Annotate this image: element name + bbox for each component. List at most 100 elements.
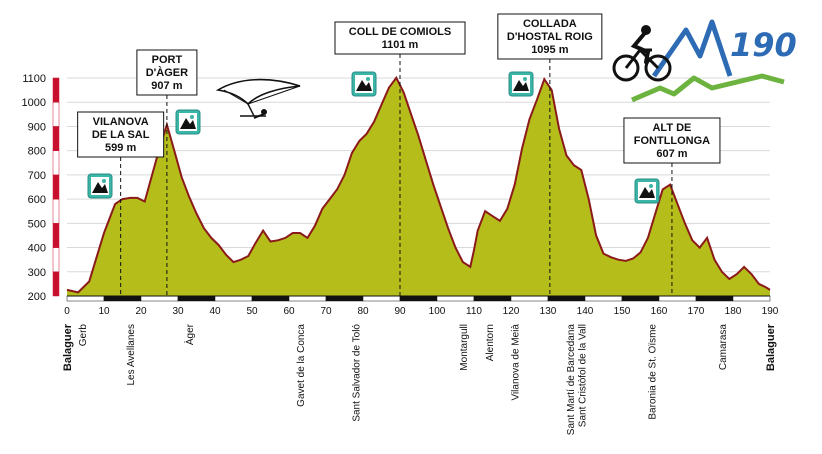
logo-text: 190: [730, 26, 797, 64]
peak-name: PORT: [152, 54, 183, 66]
mountain-badge-icon: [508, 71, 534, 97]
peak-label-box: [77, 111, 165, 158]
peak-elevation: 607 m: [656, 148, 687, 160]
peak-name: COLL DE COMIOLS: [349, 26, 451, 38]
distance-bar-segment: [399, 295, 438, 302]
profile-line: [66, 75, 771, 294]
town-label: Àger: [183, 323, 196, 345]
elevation-bar-segment: [52, 247, 60, 273]
town-label: Camarasa: [718, 324, 729, 371]
distance-bar-segment: [436, 295, 475, 302]
town-label: Gerb: [78, 324, 89, 347]
peak-elevation: 1101 m: [382, 39, 419, 51]
distance-bar-segment: [362, 295, 401, 302]
x-tick-label: 80: [357, 306, 369, 317]
mountain-badge-icon: [634, 178, 660, 204]
x-tick-label: 110: [466, 306, 482, 317]
town-label: Les Avellanes: [126, 324, 137, 386]
peak-name: D'HOSTAL ROIG: [507, 31, 593, 43]
x-tick-label: 50: [246, 306, 258, 317]
distance-bar-segment: [732, 295, 771, 302]
y-tick-label: 700: [28, 170, 46, 182]
y-tick-label: 1000: [22, 97, 46, 109]
peak-name: FONTLLONGA: [634, 135, 710, 147]
distance-bar-segment: [177, 295, 216, 302]
y-tick-label: 600: [28, 194, 46, 206]
peak-name: COLLADA: [523, 18, 577, 30]
town-label: Vilanova de Meià: [511, 324, 522, 401]
y-tick-label: 300: [28, 267, 46, 279]
logo-mountain-green: [631, 73, 785, 103]
distance-bar-segment: [288, 295, 327, 302]
y-tick-label: 800: [28, 146, 46, 158]
x-tick-label: 160: [651, 306, 668, 317]
elevation-bar-segment: [52, 174, 60, 200]
distance-bar-segment: [473, 295, 512, 302]
logo-mountain-blue: [651, 19, 733, 78]
elevation-bar-segment: [52, 198, 60, 224]
distance-bar-segment: [325, 295, 364, 302]
profile-area-layer: [66, 75, 771, 296]
peak-elevation: 907 m: [151, 80, 182, 92]
peak-label-box: [334, 21, 466, 55]
y-tick-label: 500: [28, 218, 46, 230]
x-tick-label: 150: [614, 306, 631, 317]
distance-bar-segment: [510, 295, 549, 302]
x-tick-label: 30: [172, 306, 184, 317]
x-tick-label: 20: [135, 306, 147, 317]
x-tick-label: 10: [98, 306, 110, 317]
peak-label-box: [497, 13, 603, 60]
mountain-badge-icon: [87, 173, 113, 199]
mountain-badge-icon: [351, 71, 377, 97]
elevation-bar-segment: [52, 101, 60, 127]
town-labels-layer: Balaguer Gerb Les Avellanes Àger Gavet de la…: [62, 323, 777, 435]
x-tick-label: 120: [503, 306, 520, 317]
peak-label-box: [136, 49, 198, 96]
elevation-bar-segment: [52, 271, 60, 297]
x-tick-label: 140: [577, 306, 594, 317]
peak-name: ALT DE: [652, 122, 691, 134]
elevation-bar-segment: [52, 223, 60, 248]
elevation-bar-segment: [52, 77, 60, 103]
distance-bar-segment: [658, 295, 697, 302]
distance-bar-segment: [695, 295, 734, 302]
distance-bar-segment: [547, 295, 586, 302]
y-tick-label: 400: [28, 243, 46, 255]
peak-elevation: 1095 m: [531, 44, 569, 56]
town-label: Sant Martí de Barcedana: [566, 324, 577, 436]
y-tick-label: 200: [28, 291, 46, 303]
distance-bar-segment: [103, 295, 142, 302]
x-tick-label: 190: [762, 306, 779, 317]
x-tick-label: 60: [283, 306, 295, 317]
x-tick-label: 70: [320, 306, 332, 317]
town-label: Baronia de St. Oïsme: [648, 324, 659, 420]
town-label: Sant Salvador de Toló: [352, 324, 363, 422]
town-label: Montargull: [459, 324, 470, 371]
elevation-bar-segment: [52, 150, 60, 176]
y-tick-label: 900: [28, 121, 46, 133]
x-tick-label: 100: [429, 306, 446, 317]
peak-label-box: [623, 117, 721, 164]
x-tick-label: 130: [540, 306, 557, 317]
x-tick-label: 0: [64, 306, 70, 317]
axis-layer: [66, 295, 771, 302]
hang-glider-icon: [215, 78, 301, 119]
elevation-bar-segment: [52, 126, 60, 151]
peak-name: VILANOVA: [93, 116, 149, 128]
distance-bar-segment: [66, 295, 105, 302]
x-tick-label: 170: [688, 306, 705, 317]
town-label: Balaguer: [765, 323, 777, 371]
x-tick-label: 180: [725, 306, 742, 317]
profile-area: [67, 77, 770, 296]
tick-labels-layer: 200 300 400 500 600 700 800 900 1000 1100 0 10 20 30 4…: [22, 73, 779, 317]
y-tick-label: 1100: [22, 73, 46, 85]
distance-bar-segment: [251, 295, 290, 302]
